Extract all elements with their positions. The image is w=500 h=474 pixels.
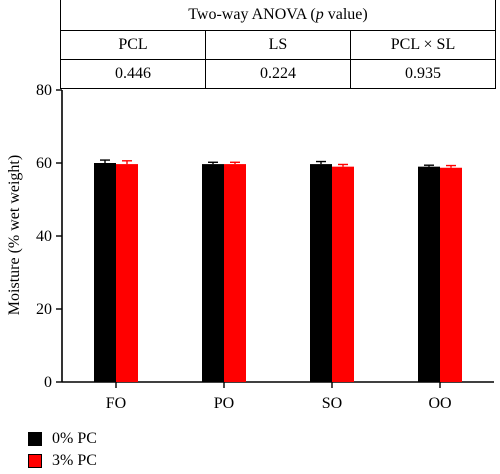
x-tick-label-3: OO (428, 395, 451, 412)
anova-table-title: Two-way ANOVA (p value) (60, 0, 496, 31)
legend-swatch-1 (28, 454, 42, 468)
x-tick-label-1: PO (214, 395, 234, 412)
bar-OO-0 (418, 166, 440, 382)
moisture-bar-chart: 0 20 40 60 80 FO PO SO OO Moisture (% wet weight… (6, 82, 494, 412)
legend-label-1: 3% PC (52, 452, 97, 469)
y-tick-label-4: 80 (36, 82, 52, 99)
chart-bars (94, 159, 462, 382)
x-tick-label-0: FO (106, 395, 126, 412)
anova-value-interaction: 0.935 (350, 59, 496, 89)
bar-FO-1 (116, 164, 138, 382)
y-tick-label-2: 40 (36, 228, 52, 245)
bar-OO-1 (440, 167, 462, 382)
anova-header-interaction: PCL × SL (350, 30, 496, 60)
bar-SO-0 (310, 164, 332, 382)
legend-item-0: 0% PC (28, 430, 97, 448)
anova-title-p: p (315, 6, 324, 23)
legend-label-0: 0% PC (52, 430, 97, 447)
y-tick-label-1: 20 (36, 301, 52, 318)
legend-swatch-0 (28, 432, 42, 446)
y-axis-label: Moisture (% wet weight) (6, 155, 23, 315)
legend: 0% PC 3% PC (28, 430, 97, 474)
bar-PO-1 (224, 164, 246, 382)
anova-header-pcl: PCL (60, 30, 206, 60)
y-tick-label-0: 0 (44, 374, 52, 391)
anova-title-prefix: Two-way ANOVA ( (188, 6, 316, 23)
legend-item-1: 3% PC (28, 452, 97, 470)
x-tick-label-2: SO (322, 395, 342, 412)
bar-FO-0 (94, 163, 116, 382)
bar-PO-0 (202, 164, 224, 382)
anova-header-ls: LS (205, 30, 351, 60)
anova-value-ls: 0.224 (205, 59, 351, 89)
y-tick-label-3: 60 (36, 155, 52, 172)
anova-table: Two-way ANOVA (p value) PCL LS PCL × SL … (60, 0, 496, 89)
anova-value-pcl: 0.446 (60, 59, 206, 89)
anova-title-suffix: value) (323, 6, 368, 23)
bar-SO-1 (332, 166, 354, 382)
